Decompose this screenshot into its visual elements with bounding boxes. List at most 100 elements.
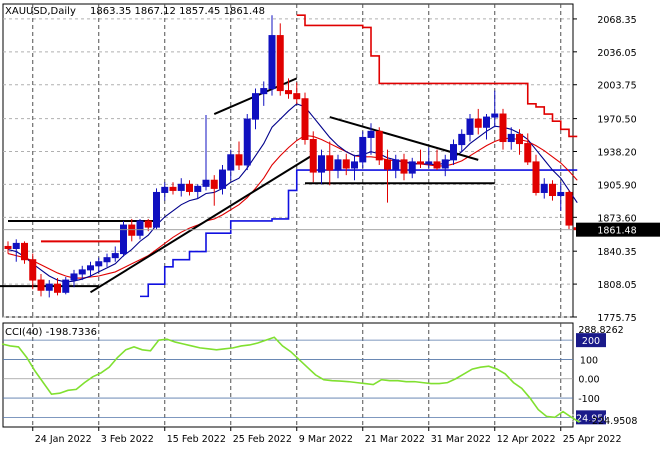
- x-tick-label: 15 Feb 2022: [167, 434, 226, 445]
- candle-body: [45, 283, 53, 291]
- candle-body: [210, 179, 218, 189]
- cci-level-label: 0.00: [578, 375, 599, 386]
- cci-level-label: 100: [580, 355, 598, 366]
- current-price-badge: [576, 222, 660, 237]
- x-tick-label: 25 Apr 2022: [563, 434, 622, 445]
- cci-panel: 200 100 0.00 -100 -224.9508 288.8262 -224.9508: [1, 322, 638, 428]
- candle-body: [499, 113, 507, 143]
- candle-body: [318, 155, 325, 173]
- candle-body: [450, 144, 457, 161]
- y-tick-label: 2068.35: [597, 15, 636, 26]
- y-tick-label: 1775.75: [597, 313, 636, 324]
- cci-level-badge: [576, 410, 606, 425]
- x-tick-label: 24 Jan 2022: [35, 434, 92, 445]
- candle-body: [12, 242, 20, 249]
- candle-body: [111, 253, 119, 259]
- candle-body: [219, 169, 226, 189]
- price-axis: 2068.35 2036.05 2003.75 1970.50 1938.20 1905.…: [3, 15, 660, 324]
- candle-body: [301, 98, 309, 140]
- candle-body: [62, 279, 70, 293]
- x-tick-label: 12 Apr 2022: [497, 434, 556, 445]
- candle-body: [177, 183, 185, 191]
- candle-body: [441, 159, 449, 169]
- chart-title: XAUUSD,Daily: [5, 6, 76, 17]
- candle-body: [161, 186, 169, 193]
- y-tick-label: 1970.50: [597, 115, 636, 126]
- y-tick-label: 2003.75: [597, 81, 636, 92]
- candle-body: [375, 130, 383, 161]
- candle-body: [169, 186, 177, 191]
- candle-body: [293, 93, 301, 100]
- candle-body: [540, 183, 548, 193]
- candle-body: [136, 220, 144, 236]
- candle-body: [342, 159, 350, 169]
- candle-body: [474, 118, 482, 128]
- candle-body: [351, 161, 358, 169]
- candle-body: [524, 143, 532, 163]
- candle-body: [507, 133, 515, 143]
- cci-axis-top-label: 288.8262: [578, 325, 623, 336]
- cci-series-line: [1, 336, 580, 423]
- slow-moving-average-line: [7, 134, 578, 279]
- candle-body: [557, 191, 565, 197]
- candle-body: [153, 191, 160, 228]
- candle-body: [252, 93, 259, 120]
- candle-body: [417, 161, 424, 165]
- candle-body: [491, 113, 499, 118]
- candle-body: [260, 88, 268, 95]
- candle-body: [227, 154, 235, 171]
- candle-body: [483, 116, 490, 128]
- candle-body: [458, 133, 466, 146]
- candle-body: [408, 161, 416, 174]
- candle-body: [103, 257, 111, 263]
- candle-body: [516, 133, 523, 145]
- candle-body: [326, 155, 334, 171]
- cci-panel-frame: [2, 322, 574, 428]
- y-tick-label: 1840.35: [597, 247, 636, 258]
- fast-moving-average-line: [7, 103, 578, 283]
- cci-level-label: -224.9508: [567, 413, 616, 424]
- y-tick-label: 1905.90: [597, 180, 636, 191]
- x-tick-label: 3 Feb 2022: [101, 434, 154, 445]
- candle-body: [268, 35, 276, 90]
- y-tick-label: 2036.05: [597, 48, 636, 59]
- candle-body: [54, 283, 61, 293]
- trendline: [89, 153, 314, 294]
- candle-body: [78, 269, 86, 275]
- cci-axis-bottom-label: -224.9508: [589, 416, 638, 427]
- candle-body: [4, 245, 12, 249]
- candle-body: [400, 159, 408, 174]
- candle-body: [95, 261, 103, 267]
- candle-body: [186, 183, 193, 192]
- candle-body: [144, 220, 152, 228]
- candle-body: [565, 191, 573, 226]
- date-axis: 24 Jan 2022 3 Feb 2022 15 Feb 2022 25 Feb 2…: [32, 427, 622, 445]
- candle-body: [549, 183, 556, 197]
- candle-body: [309, 138, 317, 173]
- candle-body: [384, 159, 391, 170]
- candle-body: [243, 118, 251, 166]
- candle-body: [392, 159, 400, 170]
- candle-body: [37, 279, 45, 291]
- candle-body: [433, 161, 441, 169]
- candle-body: [359, 136, 367, 163]
- y-tick-label: 1808.05: [597, 280, 636, 291]
- candle-body: [367, 130, 375, 138]
- current-price-label: 1861.48: [597, 226, 636, 237]
- candle-body: [120, 224, 127, 255]
- cci-title: CCI(40) -198.7336: [5, 327, 97, 338]
- candle-body: [21, 242, 28, 261]
- candle-body: [128, 224, 136, 236]
- y-tick-label: 1873.60: [597, 213, 636, 224]
- x-tick-label: 25 Feb 2022: [233, 434, 292, 445]
- candle-body: [466, 118, 474, 135]
- candle-body: [235, 154, 243, 166]
- upper-band-line: [296, 14, 578, 138]
- cci-level-badge: [576, 333, 606, 348]
- cci-level-label: 200: [582, 336, 600, 347]
- candle-body: [276, 35, 284, 92]
- candlesticks: [4, 15, 581, 298]
- candle-body: [29, 259, 37, 281]
- candle-body: [202, 179, 210, 187]
